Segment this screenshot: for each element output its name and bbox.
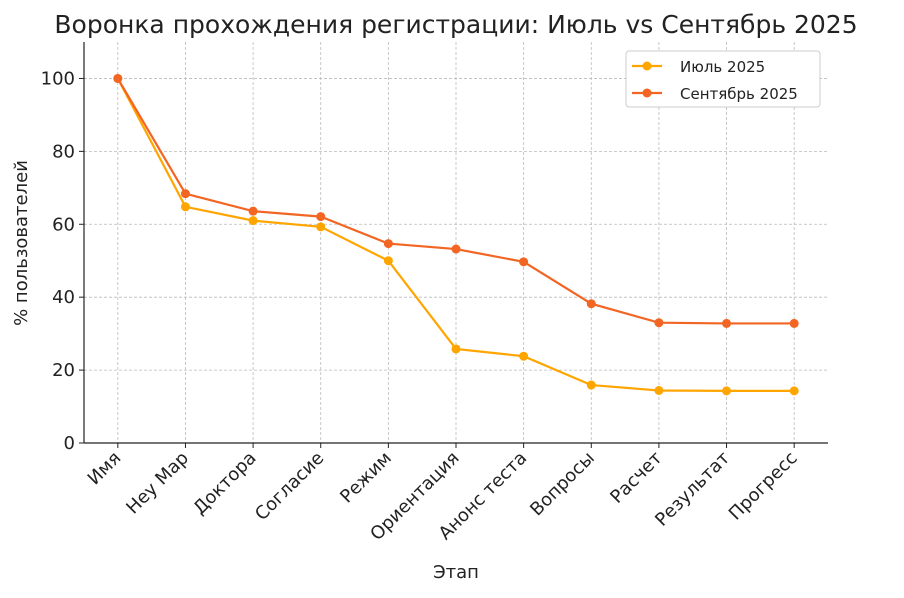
series-group xyxy=(113,73,799,396)
y-tick-label: 40 xyxy=(52,287,75,308)
data-point xyxy=(654,386,664,396)
data-point xyxy=(113,73,123,83)
y-tick-label: 80 xyxy=(52,141,75,162)
data-point xyxy=(789,318,799,328)
data-point xyxy=(248,206,258,216)
legend: Июль 2025 Сентябрь 2025 xyxy=(625,50,821,108)
chart-title: Воронка прохождения регистрации: Июль vs… xyxy=(54,10,857,39)
data-point xyxy=(722,318,732,328)
data-point xyxy=(722,386,732,396)
data-point xyxy=(451,344,461,354)
data-point xyxy=(451,244,461,254)
x-tick-label: Вопросы xyxy=(526,448,599,521)
x-axis-label: Этап xyxy=(433,562,479,583)
data-point xyxy=(316,222,326,232)
data-point xyxy=(519,257,529,267)
data-point xyxy=(586,299,596,309)
x-tick-label: Имя xyxy=(84,448,126,490)
x-tick-label: Прогресс xyxy=(725,448,802,525)
legend-label: Сентябрь 2025 xyxy=(680,85,798,103)
data-point xyxy=(789,386,799,396)
data-point xyxy=(180,189,190,199)
y-axis-label: % пользователей xyxy=(11,160,32,326)
legend-marker xyxy=(642,61,652,71)
legend-label: Июль 2025 xyxy=(680,58,765,76)
data-point xyxy=(316,212,326,222)
legend-box xyxy=(625,50,821,108)
data-point xyxy=(519,351,529,361)
x-tick-label: Расчет xyxy=(606,448,666,508)
x-tick-label: Hey Map xyxy=(122,448,193,519)
data-point xyxy=(383,239,393,249)
x-tick-label: Доктора xyxy=(189,448,260,519)
y-tick-label: 100 xyxy=(41,68,75,89)
series-line xyxy=(116,77,795,325)
y-tick-label: 60 xyxy=(52,214,75,235)
y-tick-label: 0 xyxy=(64,433,75,454)
data-point xyxy=(586,380,596,390)
y-tick-label: 20 xyxy=(52,360,75,381)
x-tick-label: Режим xyxy=(336,448,396,508)
x-tick-label: Согласие xyxy=(251,448,328,525)
data-point xyxy=(383,256,393,266)
data-point xyxy=(248,216,258,226)
data-point xyxy=(654,318,664,328)
legend-marker xyxy=(642,88,652,98)
data-point xyxy=(180,202,190,212)
